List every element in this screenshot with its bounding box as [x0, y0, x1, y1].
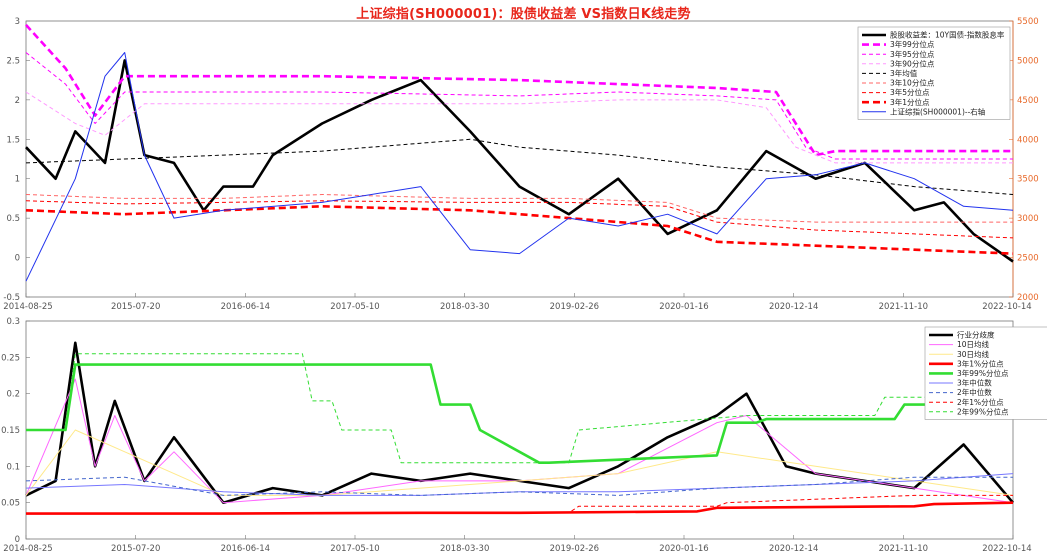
y-tick-label: -0.5	[3, 293, 20, 303]
series-line	[26, 363, 1013, 465]
y-right-tick-label: 3000	[1017, 214, 1039, 224]
series-line	[25, 205, 1014, 255]
x-tick-label: 2017-05-10	[330, 544, 379, 553]
legend-label: 3年95分位点	[890, 49, 935, 59]
series-line	[26, 501, 1014, 515]
legend-label: 3年1分位点	[890, 97, 930, 107]
y-right-tick-label: 2500	[1017, 254, 1039, 264]
legend-label: 3年10分位点	[890, 78, 935, 88]
x-tick-label: 2015-07-20	[111, 544, 160, 553]
series-line	[25, 429, 1014, 496]
legend-label: 3年1%分位点	[957, 358, 1004, 368]
x-tick-label: 2019-02-26	[550, 544, 599, 553]
series-line	[25, 200, 1014, 239]
y-tick-label: 1.5	[6, 135, 20, 145]
legend-label: 3年均值	[890, 68, 918, 78]
series-line	[26, 353, 1013, 464]
y-tick-label: 1	[15, 175, 20, 185]
x-tick-label: 2022-10-14	[982, 302, 1031, 312]
y-tick-label: 0	[15, 254, 20, 264]
legend-label: 行业分歧度	[957, 330, 995, 340]
x-tick-label: 2016-06-14	[221, 544, 270, 553]
legend-label: 2年99%分位点	[957, 406, 1009, 416]
y-tick-label: 0.15	[1, 426, 20, 436]
series-line	[25, 378, 1014, 504]
legend-label: 3年99%分位点	[957, 368, 1009, 378]
legend-label: 3年5分位点	[890, 87, 930, 97]
series-line	[25, 52, 1013, 160]
x-tick-label: 2020-12-14	[769, 302, 818, 312]
y-tick-label: 0.3	[6, 317, 20, 327]
x-tick-label: 2021-11-10	[879, 544, 928, 553]
x-tick-label: 2020-01-16	[659, 302, 708, 312]
legend-label: 10日均线	[957, 339, 990, 349]
legend-label: 2年中位数	[957, 387, 992, 397]
y-tick-label: 0.1	[6, 462, 20, 472]
legend-label: 3年90分位点	[890, 58, 935, 68]
y-tick-label: 0	[15, 535, 20, 545]
chart-title: 上证综指(SH000001)：股债收益差 VS指数日K线走势	[356, 7, 691, 22]
series-line	[25, 473, 1014, 496]
legend-label: 3年99分位点	[890, 39, 935, 49]
series-line	[25, 341, 1014, 505]
series-line	[25, 52, 1014, 282]
x-tick-label: 2021-11-10	[879, 302, 928, 312]
x-tick-label: 2018-03-30	[440, 302, 489, 312]
x-tick-label: 2016-06-14	[221, 302, 270, 312]
y-tick-label: 2	[15, 96, 20, 106]
y-right-tick-label: 2000	[1017, 293, 1039, 303]
x-tick-label: 2020-01-16	[659, 544, 708, 553]
legend-label: 3年中位数	[957, 378, 992, 388]
legend-label: 上证综指(SH000001)--右轴	[890, 106, 985, 116]
x-tick-label: 2018-03-30	[440, 544, 489, 553]
legend-label: 2年1%分位点	[957, 397, 1004, 407]
y-right-tick-label: 5500	[1017, 17, 1039, 27]
x-tick-label: 2022-10-14	[982, 544, 1031, 553]
x-tick-label: 2014-08-25	[3, 302, 52, 312]
legend-label: 股股收益差：10Y国债-指数股息率	[890, 30, 1005, 40]
series-line	[25, 91, 1013, 164]
y-tick-label: 3	[15, 17, 20, 27]
legend-label: 30日均线	[957, 349, 990, 359]
y-tick-label: 2.5	[6, 56, 20, 66]
x-tick-label: 2020-12-14	[769, 544, 818, 553]
series-line	[25, 138, 1014, 195]
y-tick-label: 0.25	[1, 353, 20, 363]
x-tick-label: 2015-07-20	[111, 302, 160, 312]
y-right-tick-label: 3500	[1017, 175, 1039, 185]
x-tick-label: 2019-02-26	[550, 302, 599, 312]
series-line	[25, 194, 1013, 223]
series-line	[26, 494, 1013, 515]
y-tick-label: 0.05	[1, 499, 20, 509]
x-tick-label: 2014-08-25	[3, 544, 52, 553]
y-right-tick-label: 4500	[1017, 96, 1039, 106]
y-right-tick-label: 5000	[1017, 56, 1039, 66]
x-tick-label: 2017-05-10	[330, 302, 379, 312]
series-line	[25, 24, 1013, 157]
y-right-tick-label: 4000	[1017, 135, 1039, 145]
y-tick-label: 0.2	[6, 390, 20, 400]
y-tick-label: 0.5	[6, 214, 20, 224]
